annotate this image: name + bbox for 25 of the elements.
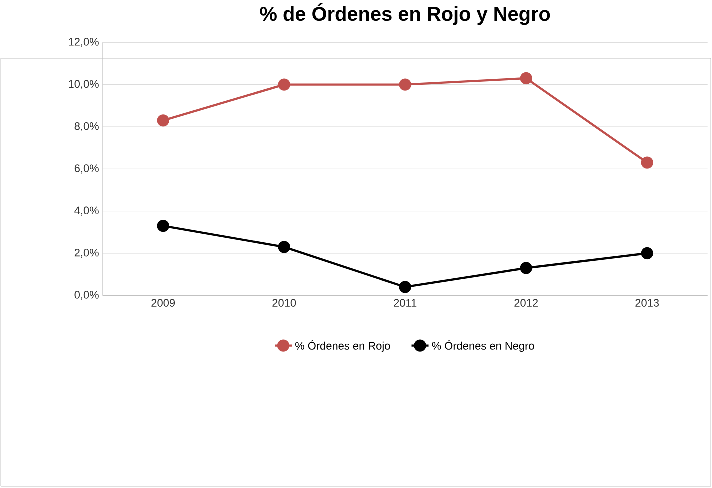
point — [399, 281, 412, 294]
point — [278, 78, 290, 92]
y-tick-label: 8,0% — [74, 122, 99, 132]
y-tick-label: 0,0% — [74, 291, 99, 300]
legend-label: % Órdenes en Negro — [432, 340, 534, 352]
point — [157, 220, 170, 232]
chart-title: % de Órdenes en Rojo y Negro — [260, 4, 550, 26]
x-tick-label: 2013 — [636, 299, 660, 308]
x-tick-label: 2011 — [394, 299, 417, 308]
y-tick-label: 10,0% — [69, 80, 99, 90]
point — [278, 241, 290, 254]
y-tick-label: 4,0% — [74, 207, 99, 216]
y-tick-label: 6,0% — [74, 164, 99, 174]
x-tick-label: 2009 — [152, 299, 176, 308]
y-tick-label: 2,0% — [74, 249, 99, 258]
point — [520, 72, 532, 85]
legend-label: % Órdenes en Rojo — [295, 340, 390, 352]
x-tick-label: 2012 — [514, 299, 538, 308]
point — [399, 78, 412, 92]
point — [641, 248, 654, 260]
point — [641, 156, 654, 170]
y-tick-label: 12,0% — [69, 38, 99, 48]
x-tick-label: 2010 — [272, 299, 296, 308]
point — [520, 262, 532, 275]
point — [157, 114, 170, 127]
